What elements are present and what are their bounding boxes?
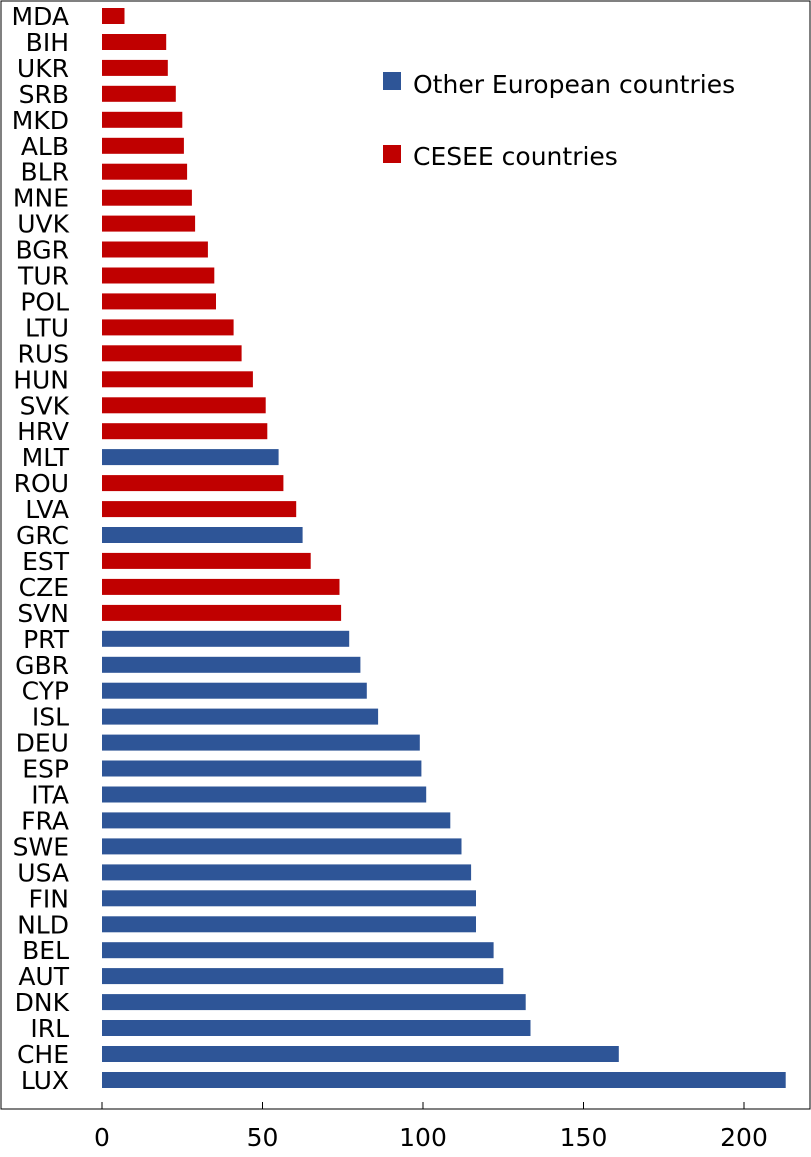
category-label-mne: MNE (13, 184, 69, 213)
legend-swatch-cesee (383, 145, 401, 163)
bar-usa (102, 864, 472, 881)
x-tick-label-100: 100 (399, 1123, 447, 1152)
bar-aut (102, 968, 504, 985)
category-label-rus: RUS (17, 339, 69, 368)
category-label-che: CHE (17, 1040, 69, 1069)
legend-label-cesee: CESEE countries (413, 142, 618, 171)
category-label-mlt: MLT (22, 443, 70, 472)
category-label-svn: SVN (17, 599, 69, 628)
category-label-bgr: BGR (16, 236, 69, 265)
bar-cze (102, 578, 340, 595)
x-tick-label-50: 50 (247, 1123, 279, 1152)
category-label-bih: BIH (26, 28, 69, 57)
category-label-pol: POL (20, 287, 69, 316)
category-label-irl: IRL (30, 1014, 69, 1043)
x-axis: 0 50 100 150 200 (94, 1102, 768, 1152)
category-label-grc: GRC (16, 521, 69, 550)
category-label-usa: USA (17, 858, 69, 887)
category-label-hrv: HRV (17, 417, 69, 446)
bar-che (102, 1046, 619, 1062)
bar-rou (102, 475, 284, 492)
category-label-aut: AUT (18, 962, 69, 991)
category-label-cze: CZE (19, 573, 69, 602)
bar-grc (102, 527, 303, 543)
bar-irl (102, 1020, 531, 1036)
bar-lva (102, 501, 297, 518)
bar-bih (102, 34, 167, 50)
bar-isl (102, 708, 379, 725)
category-label-swe: SWE (13, 832, 69, 861)
bar-nld (102, 916, 476, 933)
bar-pol (102, 293, 216, 310)
bar-fra (102, 812, 451, 829)
bar-blr (102, 163, 188, 180)
category-label-dnk: DNK (15, 988, 70, 1017)
bar-mne (102, 189, 192, 206)
category-label-ukr: UKR (17, 54, 69, 83)
bar-mlt (102, 449, 279, 466)
category-label-lva: LVA (25, 495, 69, 524)
bar-cyp (102, 682, 367, 699)
category-label-deu: DEU (16, 729, 69, 758)
category-label-nld: NLD (17, 910, 69, 939)
bars-layer (102, 8, 786, 1088)
bar-gbr (102, 656, 361, 673)
category-label-bel: BEL (22, 936, 69, 965)
bar-srb (102, 85, 176, 102)
category-label-mkd: MKD (12, 106, 69, 135)
bar-esp (102, 760, 422, 777)
x-tick-label-150: 150 (560, 1123, 608, 1152)
bar-ita (102, 786, 427, 803)
category-label-esp: ESP (22, 755, 69, 784)
bar-fin (102, 890, 476, 907)
category-label-cyp: CYP (22, 677, 69, 706)
category-label-lux: LUX (21, 1066, 69, 1095)
category-label-alb: ALB (21, 132, 69, 161)
bar-alb (102, 137, 184, 154)
x-tick-label-200: 200 (720, 1123, 768, 1152)
category-labels: MDABIHUKRSRBMKDALBBLRMNEUVKBGRTURPOLLTUR… (12, 2, 70, 1095)
bar-deu (102, 734, 420, 751)
category-label-fin: FIN (29, 884, 69, 913)
category-label-isl: ISL (32, 703, 69, 732)
category-label-tur: TUR (17, 262, 69, 291)
bar-bel (102, 942, 494, 959)
category-label-ita: ITA (31, 781, 69, 810)
bar-svk (102, 397, 266, 414)
category-label-mda: MDA (12, 2, 69, 31)
category-label-prt: PRT (23, 625, 70, 654)
legend-swatch-other (383, 72, 401, 90)
bar-prt (102, 630, 350, 647)
bar-mkd (102, 111, 183, 128)
bar-est (102, 552, 311, 569)
bar-ltu (102, 319, 234, 336)
bar-hun (102, 371, 253, 388)
bar-svn (102, 604, 342, 621)
bar-dnk (102, 994, 526, 1011)
category-label-fra: FRA (21, 806, 69, 835)
category-label-rou: ROU (14, 469, 69, 498)
x-tick-label-0: 0 (94, 1123, 110, 1152)
category-label-hun: HUN (13, 365, 69, 394)
legend-label-other: Other European countries (413, 70, 735, 99)
bar-mda (102, 8, 125, 24)
bar-swe (102, 838, 462, 855)
category-label-blr: BLR (21, 158, 69, 187)
category-label-est: EST (22, 547, 70, 576)
bar-hrv (102, 423, 268, 440)
category-label-gbr: GBR (15, 651, 69, 680)
category-label-svk: SVK (20, 391, 70, 420)
bar-rus (102, 345, 242, 362)
bar-bgr (102, 241, 208, 258)
bar-tur (102, 267, 215, 284)
bar-ukr (102, 59, 168, 76)
bar-uvk (102, 215, 196, 232)
category-label-ltu: LTU (25, 313, 69, 342)
legend: Other European countries CESEE countries (383, 70, 735, 171)
category-label-srb: SRB (19, 80, 69, 109)
bar-lux (102, 1072, 786, 1088)
category-label-uvk: UVK (17, 210, 69, 239)
